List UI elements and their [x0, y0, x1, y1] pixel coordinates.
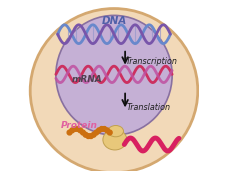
Circle shape — [91, 132, 96, 137]
Text: Translation: Translation — [126, 103, 170, 112]
Circle shape — [83, 132, 88, 137]
Circle shape — [77, 128, 82, 133]
Circle shape — [107, 130, 112, 135]
Circle shape — [104, 128, 109, 133]
Text: mRNA: mRNA — [71, 75, 101, 84]
Circle shape — [80, 130, 85, 135]
Circle shape — [72, 127, 77, 131]
Ellipse shape — [30, 9, 197, 171]
Circle shape — [101, 127, 106, 131]
Circle shape — [75, 127, 80, 131]
Circle shape — [88, 134, 93, 139]
Circle shape — [94, 130, 98, 135]
Text: DNA: DNA — [101, 16, 126, 25]
Ellipse shape — [56, 15, 171, 135]
Circle shape — [69, 128, 74, 133]
Text: Transcription: Transcription — [125, 57, 177, 66]
Ellipse shape — [107, 126, 123, 137]
Circle shape — [96, 128, 101, 133]
Ellipse shape — [102, 129, 126, 150]
Circle shape — [99, 127, 104, 131]
Text: Protein: Protein — [60, 121, 97, 130]
Circle shape — [86, 134, 90, 139]
Circle shape — [67, 130, 72, 135]
